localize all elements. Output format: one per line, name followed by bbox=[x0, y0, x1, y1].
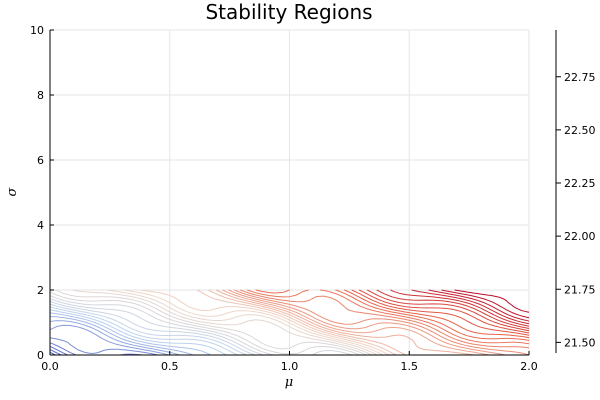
colorbar-tick-label: 22.25 bbox=[564, 177, 596, 190]
contour-line bbox=[141, 289, 390, 356]
contour-line bbox=[49, 291, 360, 356]
x-tick-label: 1.5 bbox=[401, 360, 419, 373]
contour-line bbox=[49, 306, 238, 356]
contour-line bbox=[49, 295, 352, 356]
contour-line bbox=[106, 289, 378, 356]
contour-line bbox=[49, 349, 62, 356]
contour-line bbox=[240, 289, 530, 349]
contour-line bbox=[344, 289, 530, 339]
contour-line bbox=[55, 289, 367, 356]
contour-line bbox=[358, 289, 530, 334]
x-ticks: 0.0 0.5 1.0 1.5 2.0 bbox=[41, 351, 538, 373]
chart-title: Stability Regions bbox=[205, 0, 372, 24]
contour-line bbox=[376, 289, 530, 329]
y-tick-label: 6 bbox=[37, 154, 44, 167]
y-ticks: 0 2 4 6 8 10 bbox=[30, 24, 54, 362]
contour-line bbox=[390, 289, 530, 327]
y-tick-label: 10 bbox=[30, 24, 44, 37]
contour-line bbox=[215, 289, 475, 356]
y-tick-label: 0 bbox=[37, 349, 44, 362]
x-tick-label: 1.0 bbox=[281, 360, 299, 373]
colorbar-tick-label: 22.50 bbox=[564, 124, 596, 137]
contour-line bbox=[49, 309, 227, 356]
x-tick-label: 0.5 bbox=[161, 360, 179, 373]
y-axis-label: σ bbox=[5, 186, 20, 196]
colorbar-tick-label: 21.75 bbox=[564, 283, 596, 296]
y-tick-label: 8 bbox=[37, 89, 44, 102]
contour-line bbox=[49, 303, 247, 356]
contour-line bbox=[49, 345, 68, 356]
contour-line bbox=[196, 289, 397, 356]
contour-line bbox=[49, 324, 170, 356]
contour-line bbox=[228, 289, 506, 356]
y-tick-label: 4 bbox=[37, 219, 44, 232]
contour-line bbox=[351, 289, 530, 336]
contour-line bbox=[234, 289, 530, 356]
colorbar-tick-label: 22.00 bbox=[564, 230, 596, 243]
x-tick-label: 2.0 bbox=[520, 360, 538, 373]
x-axis-label: μ bbox=[285, 375, 293, 390]
contour-line bbox=[208, 289, 406, 356]
contour-line bbox=[49, 298, 264, 356]
contour-line bbox=[246, 289, 530, 345]
y-tick-label: 2 bbox=[37, 284, 44, 297]
contour-line bbox=[49, 312, 211, 356]
contour-lines bbox=[49, 289, 530, 356]
contour-line bbox=[49, 320, 180, 356]
contour-line bbox=[49, 300, 256, 356]
contour-line bbox=[366, 289, 530, 332]
contour-line bbox=[255, 289, 530, 341]
contour-line bbox=[49, 316, 194, 356]
colorbar-tick-label: 22.75 bbox=[564, 71, 596, 84]
x-tick-label: 0.0 bbox=[41, 360, 59, 373]
contour-line bbox=[72, 289, 373, 356]
contour-line bbox=[454, 289, 530, 313]
contour-line bbox=[124, 289, 384, 356]
colorbar-ticks: 21.50 21.75 22.00 22.25 22.50 22.75 bbox=[556, 71, 596, 349]
contour-line bbox=[441, 289, 530, 319]
contour-line bbox=[411, 289, 530, 325]
contour-line bbox=[428, 289, 530, 322]
colorbar-tick-label: 21.50 bbox=[564, 336, 596, 349]
contour-line bbox=[222, 289, 490, 356]
contour-line bbox=[49, 337, 159, 356]
